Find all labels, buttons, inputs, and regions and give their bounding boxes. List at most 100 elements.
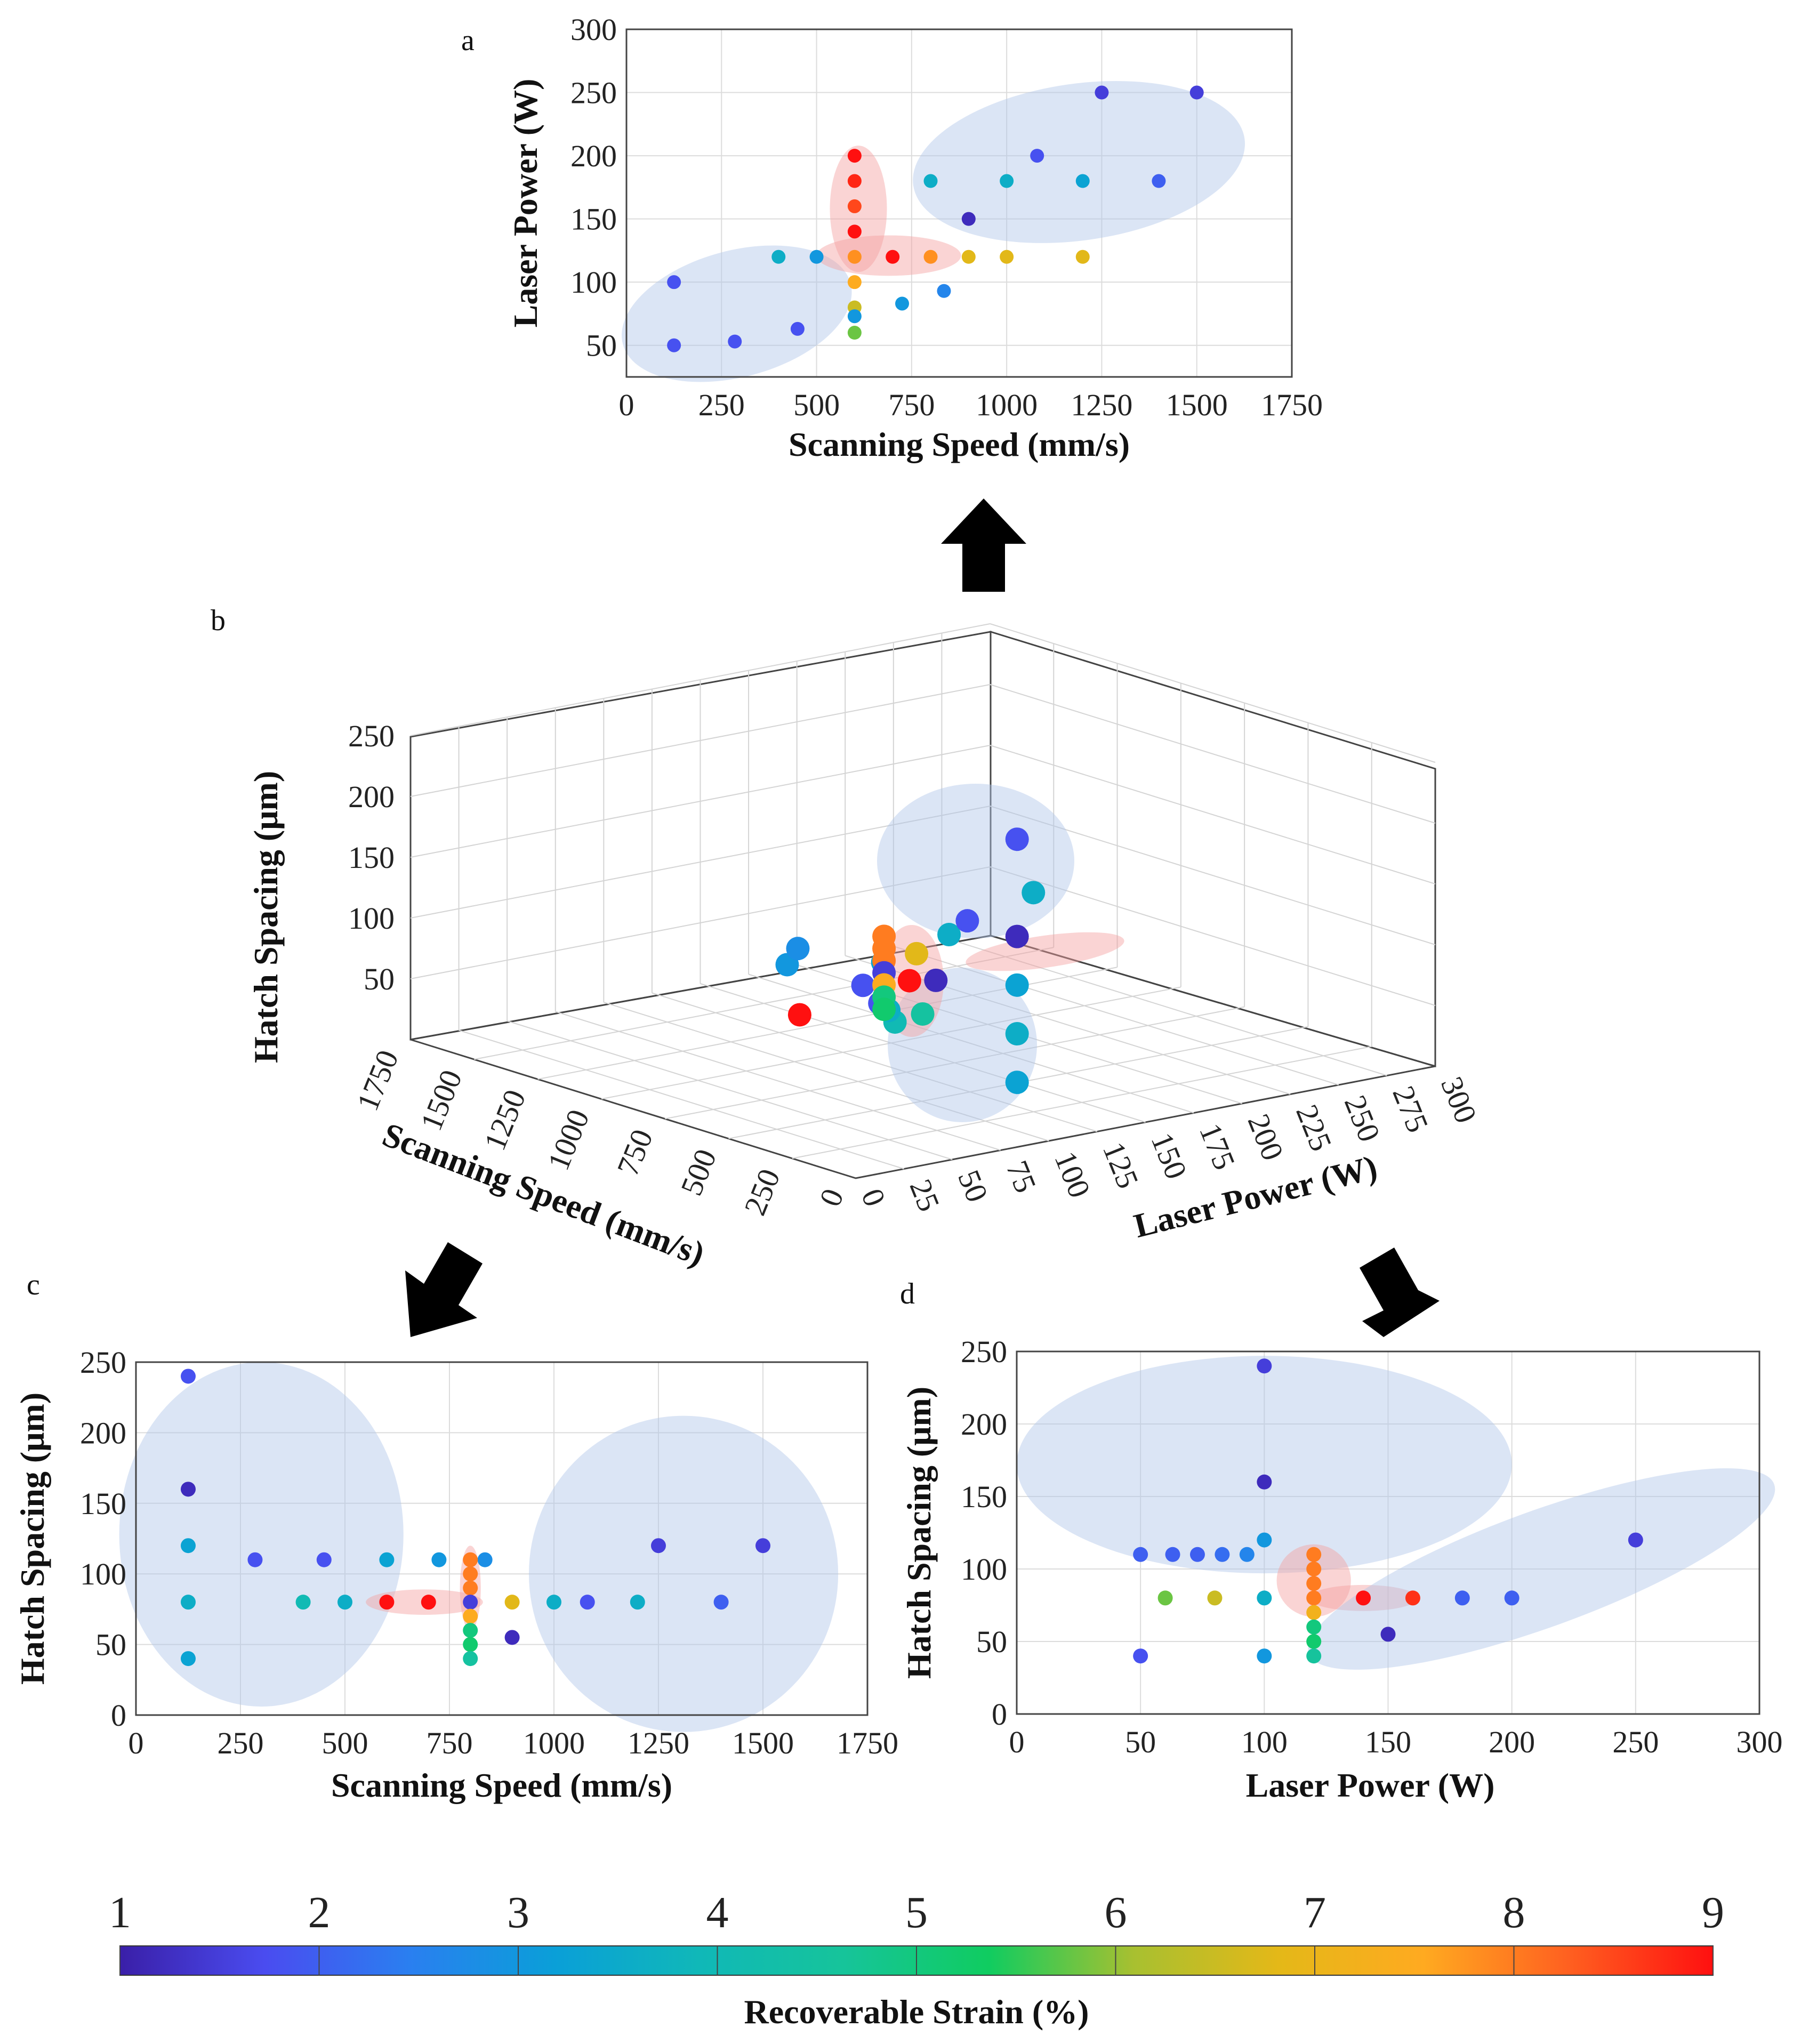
laser-power-tick-label: 100 <box>1048 1147 1097 1203</box>
panel-label-a: a <box>461 24 475 57</box>
scanning-speed-tick-label: 500 <box>674 1144 723 1200</box>
data-point <box>1165 1547 1180 1562</box>
x-tick-label: 0 <box>128 1726 144 1760</box>
x-tick-label: 200 <box>1489 1725 1535 1759</box>
colorbar-tick-label: 7 <box>1304 1888 1326 1937</box>
data-point-3d <box>905 941 929 965</box>
y-tick-label: 300 <box>570 12 617 47</box>
data-point <box>580 1595 595 1610</box>
grid-line <box>410 684 991 797</box>
y-tick-label: 250 <box>570 76 617 110</box>
panel-a-x-ticks: 0 250 500 750 1000 1250 1500 1750 <box>619 388 1323 422</box>
data-point-3d <box>1005 973 1029 997</box>
y-tick-label: 50 <box>976 1624 1007 1659</box>
data-point <box>1504 1590 1519 1606</box>
data-point <box>1356 1590 1371 1606</box>
x-tick-label: 1000 <box>976 388 1038 422</box>
x-tick-label: 1500 <box>1166 388 1228 422</box>
laser-power-tick-label: 150 <box>1144 1128 1194 1184</box>
scanning-speed-tick-label: 1750 <box>350 1045 405 1116</box>
data-point <box>847 149 862 163</box>
panel-c-x-axis-label: Scanning Speed (mm/s) <box>331 1766 672 1804</box>
x-tick-label: 0 <box>1009 1725 1025 1759</box>
data-point <box>847 174 862 188</box>
data-point <box>477 1552 493 1567</box>
panel-b-scanning-speed-label: Scanning Speed (mm/s) <box>377 1115 710 1273</box>
colorbar-tick-label: 1 <box>109 1888 131 1937</box>
y-tick-label: 200 <box>80 1415 126 1450</box>
laser-power-tick-label: 0 <box>855 1184 893 1211</box>
y-tick-label: 100 <box>961 1552 1007 1587</box>
data-point <box>1133 1648 1148 1664</box>
grid-line <box>942 936 1387 1076</box>
data-point <box>790 321 805 336</box>
grid-line <box>990 745 1436 884</box>
panel-c: c 0 250 500 750 1000 1250 1500 1750 0 50 100 150 20… <box>13 1268 898 1804</box>
laser-power-tick-label: 200 <box>1241 1109 1291 1165</box>
data-point <box>809 250 824 264</box>
laser-power-tick-label: 175 <box>1193 1118 1242 1174</box>
panel-c-highlight-regions <box>119 1362 839 1732</box>
data-point <box>755 1538 770 1554</box>
data-point-3d <box>937 923 961 947</box>
colorbar-tick-label: 8 <box>1503 1888 1525 1937</box>
panel-label-d: d <box>900 1277 915 1310</box>
z-tick-label: 150 <box>348 840 395 875</box>
grid-line <box>410 623 991 736</box>
panel-b-grid <box>410 623 1436 1170</box>
data-point-3d <box>1022 881 1046 905</box>
x-tick-label: 250 <box>218 1726 264 1760</box>
scanning-speed-tick-label: 250 <box>737 1164 787 1220</box>
data-point <box>1189 1547 1205 1562</box>
panel-b-hatch-spacing-ticks: 50 100 150 200 250 <box>348 719 395 996</box>
scanning-speed-tick-label: 0 <box>813 1184 850 1211</box>
data-point <box>1306 1590 1322 1606</box>
panel-c-x-ticks: 0 250 500 750 1000 1250 1500 1750 <box>128 1726 899 1760</box>
data-point <box>463 1608 478 1624</box>
y-tick-label: 100 <box>570 265 617 300</box>
data-point <box>295 1595 311 1610</box>
grid-line <box>893 946 1339 1085</box>
data-point <box>1075 250 1090 264</box>
data-point <box>1257 1474 1272 1490</box>
data-point-3d <box>851 973 875 997</box>
data-point <box>1000 174 1014 188</box>
data-point <box>1454 1590 1470 1606</box>
data-point-3d <box>897 969 921 993</box>
data-point <box>1000 250 1014 264</box>
data-point <box>247 1552 263 1567</box>
x-tick-label: 1000 <box>523 1726 585 1760</box>
panel-a-y-ticks: 50 100 150 200 250 300 <box>570 12 617 363</box>
grid-line <box>990 806 1436 945</box>
x-tick-label: 300 <box>1736 1725 1783 1759</box>
laser-power-tick-label: 275 <box>1386 1081 1435 1137</box>
data-point <box>895 296 910 311</box>
data-point <box>1306 1605 1322 1620</box>
y-tick-label: 100 <box>80 1557 126 1591</box>
data-point <box>1189 85 1204 100</box>
data-point <box>1306 1648 1322 1664</box>
grid-line <box>604 1002 1049 1141</box>
data-point <box>181 1538 196 1554</box>
x-tick-label: 500 <box>793 388 840 422</box>
data-point <box>961 250 976 264</box>
data-point <box>504 1595 520 1610</box>
x-tick-label: 50 <box>1125 1725 1156 1759</box>
data-point <box>1157 1590 1173 1606</box>
data-point <box>379 1552 395 1567</box>
colorbar-tick-label: 5 <box>905 1888 928 1937</box>
data-point <box>181 1482 196 1497</box>
laser-power-tick-label: 300 <box>1434 1072 1484 1128</box>
data-point-3d <box>787 1003 811 1027</box>
data-point <box>923 174 938 188</box>
x-tick-label: 250 <box>698 388 745 422</box>
panel-d-x-axis-label: Laser Power (W) <box>1246 1766 1495 1804</box>
x-tick-label: 100 <box>1241 1725 1288 1759</box>
y-tick-label: 200 <box>570 139 617 173</box>
grid-line <box>652 992 1098 1132</box>
y-tick-label: 250 <box>961 1334 1007 1369</box>
data-point <box>667 275 681 289</box>
x-tick-label: 1750 <box>837 1726 898 1760</box>
x-tick-label: 1250 <box>628 1726 689 1760</box>
data-point <box>961 212 976 226</box>
